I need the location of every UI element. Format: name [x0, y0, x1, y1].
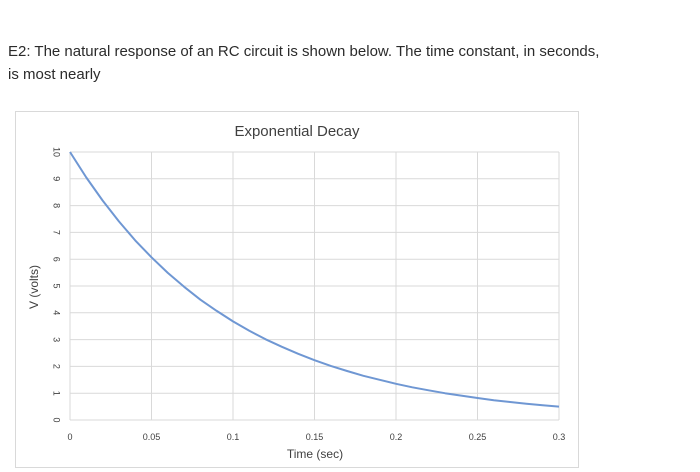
y-tick-label: 9: [52, 176, 62, 181]
series-layer: [69, 151, 560, 408]
y-tick-label: 3: [52, 337, 62, 342]
x-tick-labels: 0 0.05 0.1 0.15 0.2 0.25 0.3: [67, 432, 565, 442]
y-tick-label: 0: [52, 417, 62, 422]
x-tick-label: 0: [67, 432, 72, 442]
grid-lines: [69, 151, 560, 421]
chart-container: Exponential Decay 0 1 2 3 4 5 6 7 8 9 10 0 0.05 0.1 0…: [15, 111, 579, 468]
chart-title: Exponential Decay: [234, 123, 360, 140]
y-tick-labels: 0 1 2 3 4 5 6 7 8 9 10: [52, 147, 62, 423]
y-tick-label: 8: [52, 203, 62, 208]
x-tick-label: 0.1: [227, 432, 240, 442]
y-tick-label: 10: [52, 147, 62, 157]
y-tick-label: 4: [52, 310, 62, 315]
y-axis-label: V (volts): [27, 265, 41, 309]
x-tick-label: 0.15: [306, 432, 324, 442]
decay-curve-line: [69, 151, 560, 408]
x-axis-label: Time (sec): [287, 447, 343, 461]
y-tick-label: 1: [52, 391, 62, 396]
question-text: E2: The natural response of an RC circui…: [8, 43, 600, 83]
y-tick-label: 6: [52, 257, 62, 262]
y-tick-label: 7: [52, 230, 62, 235]
y-tick-label: 2: [52, 364, 62, 369]
y-tick-label: 5: [52, 283, 62, 288]
x-tick-label: 0.2: [390, 432, 403, 442]
x-tick-label: 0.05: [143, 432, 161, 442]
x-tick-label: 0.3: [553, 432, 566, 442]
x-tick-label: 0.25: [469, 432, 487, 442]
